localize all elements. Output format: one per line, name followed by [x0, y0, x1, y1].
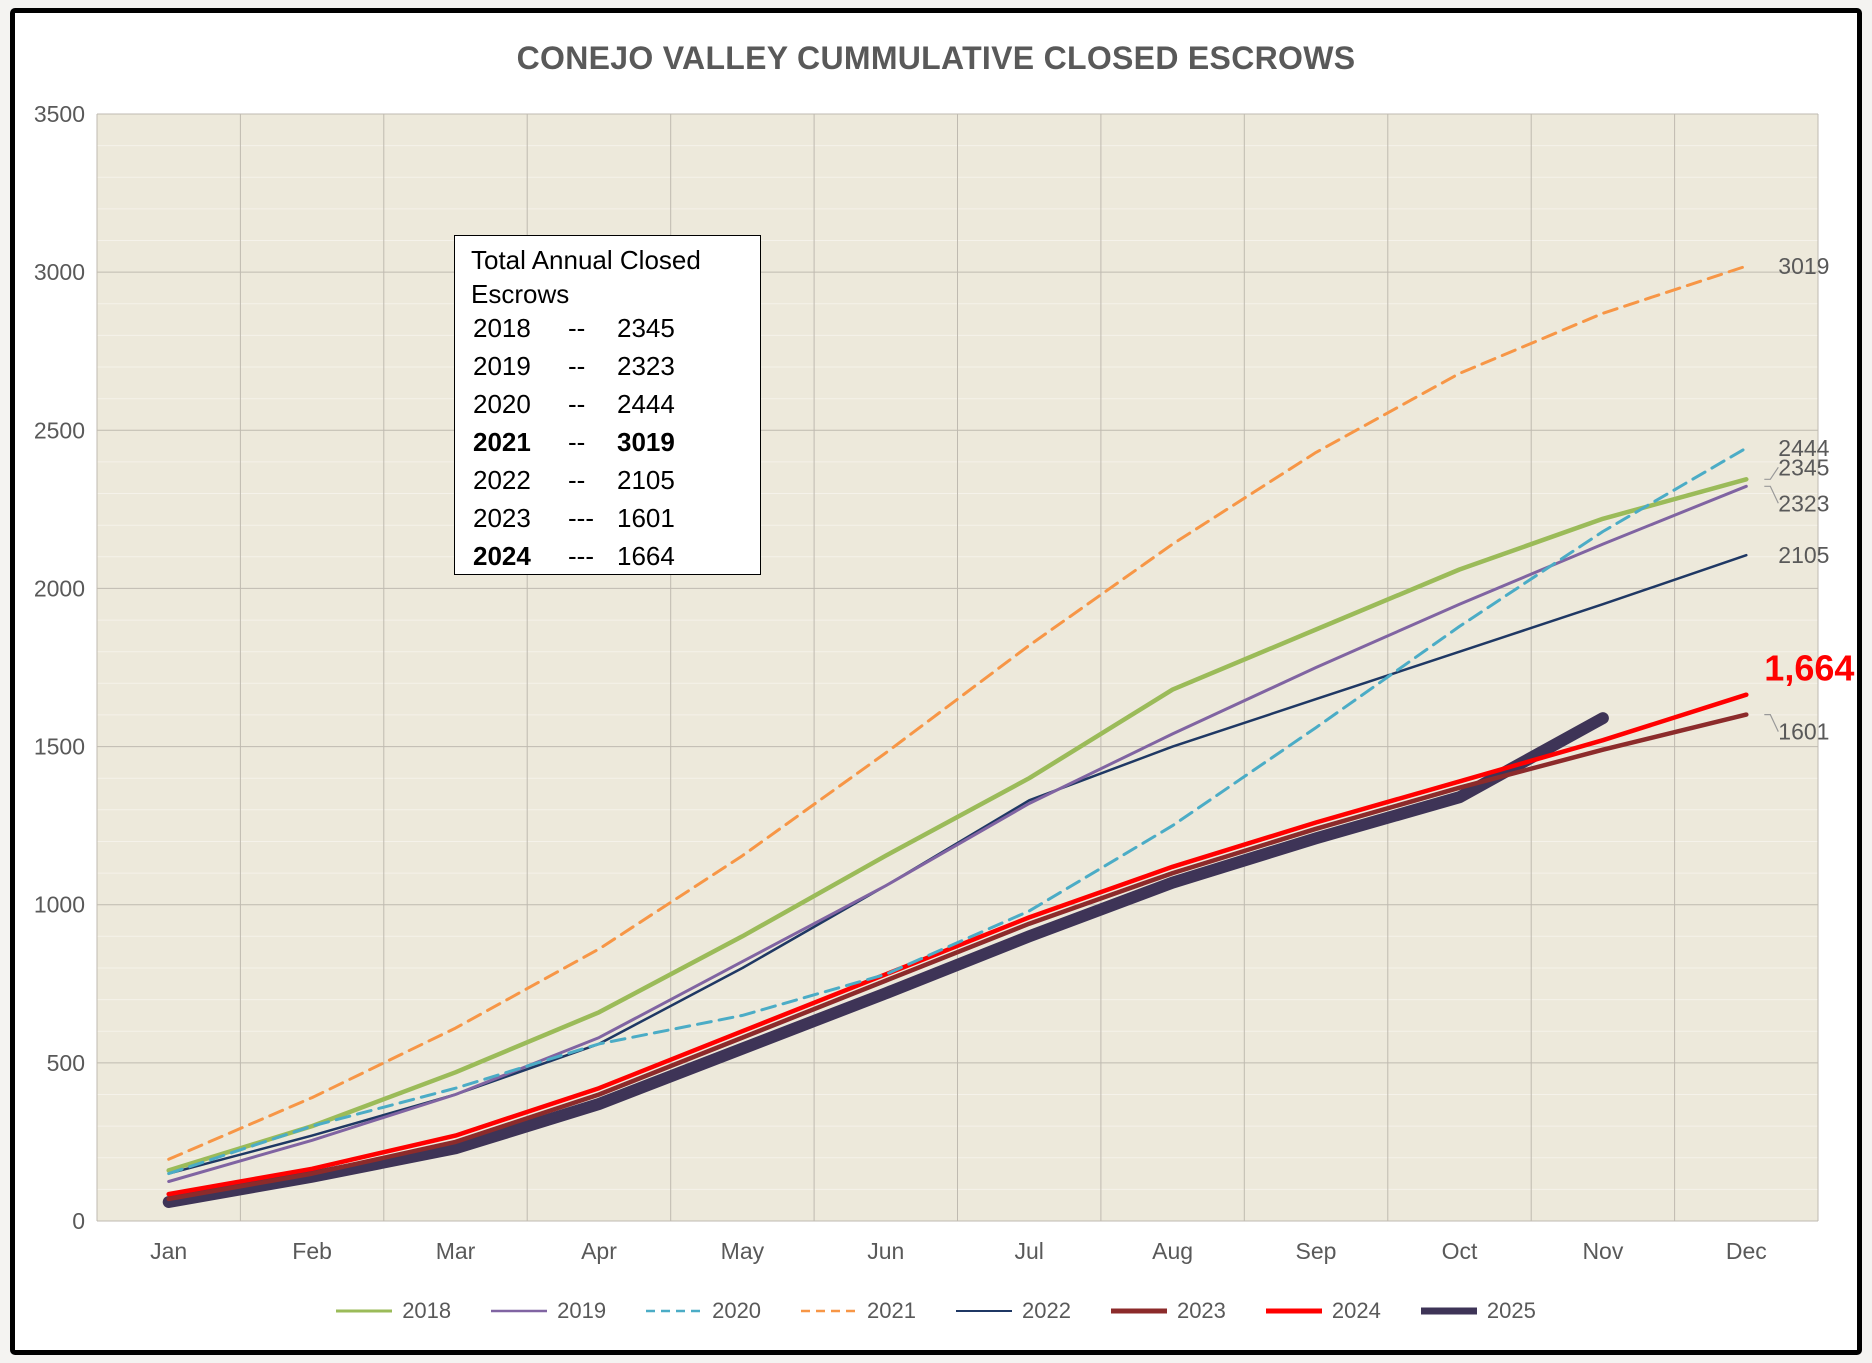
svg-text:Mar: Mar — [436, 1238, 476, 1264]
svg-text:Jul: Jul — [1014, 1238, 1043, 1264]
svg-text:3019: 3019 — [1778, 253, 1829, 279]
svg-text:Apr: Apr — [581, 1238, 617, 1264]
svg-text:Sep: Sep — [1296, 1238, 1337, 1264]
svg-text:May: May — [721, 1238, 765, 1264]
svg-text:Jan: Jan — [150, 1238, 187, 1264]
svg-text:2345: 2345 — [1778, 454, 1829, 480]
svg-text:2500: 2500 — [34, 417, 85, 443]
svg-text:Feb: Feb — [292, 1238, 332, 1264]
svg-text:Oct: Oct — [1442, 1238, 1478, 1264]
svg-text:2105: 2105 — [1778, 542, 1829, 568]
svg-text:2323: 2323 — [1778, 490, 1829, 516]
svg-text:1,664: 1,664 — [1764, 648, 1854, 689]
svg-text:500: 500 — [47, 1050, 85, 1076]
svg-text:Jun: Jun — [867, 1238, 904, 1264]
svg-text:3500: 3500 — [34, 101, 85, 127]
svg-text:3000: 3000 — [34, 259, 85, 285]
svg-text:2000: 2000 — [34, 575, 85, 601]
svg-text:1000: 1000 — [34, 892, 85, 918]
svg-text:0: 0 — [72, 1208, 85, 1234]
svg-text:Dec: Dec — [1726, 1238, 1767, 1264]
svg-text:Nov: Nov — [1582, 1238, 1623, 1264]
svg-text:Aug: Aug — [1152, 1238, 1193, 1264]
svg-text:1500: 1500 — [34, 734, 85, 760]
svg-text:1601: 1601 — [1778, 719, 1829, 745]
